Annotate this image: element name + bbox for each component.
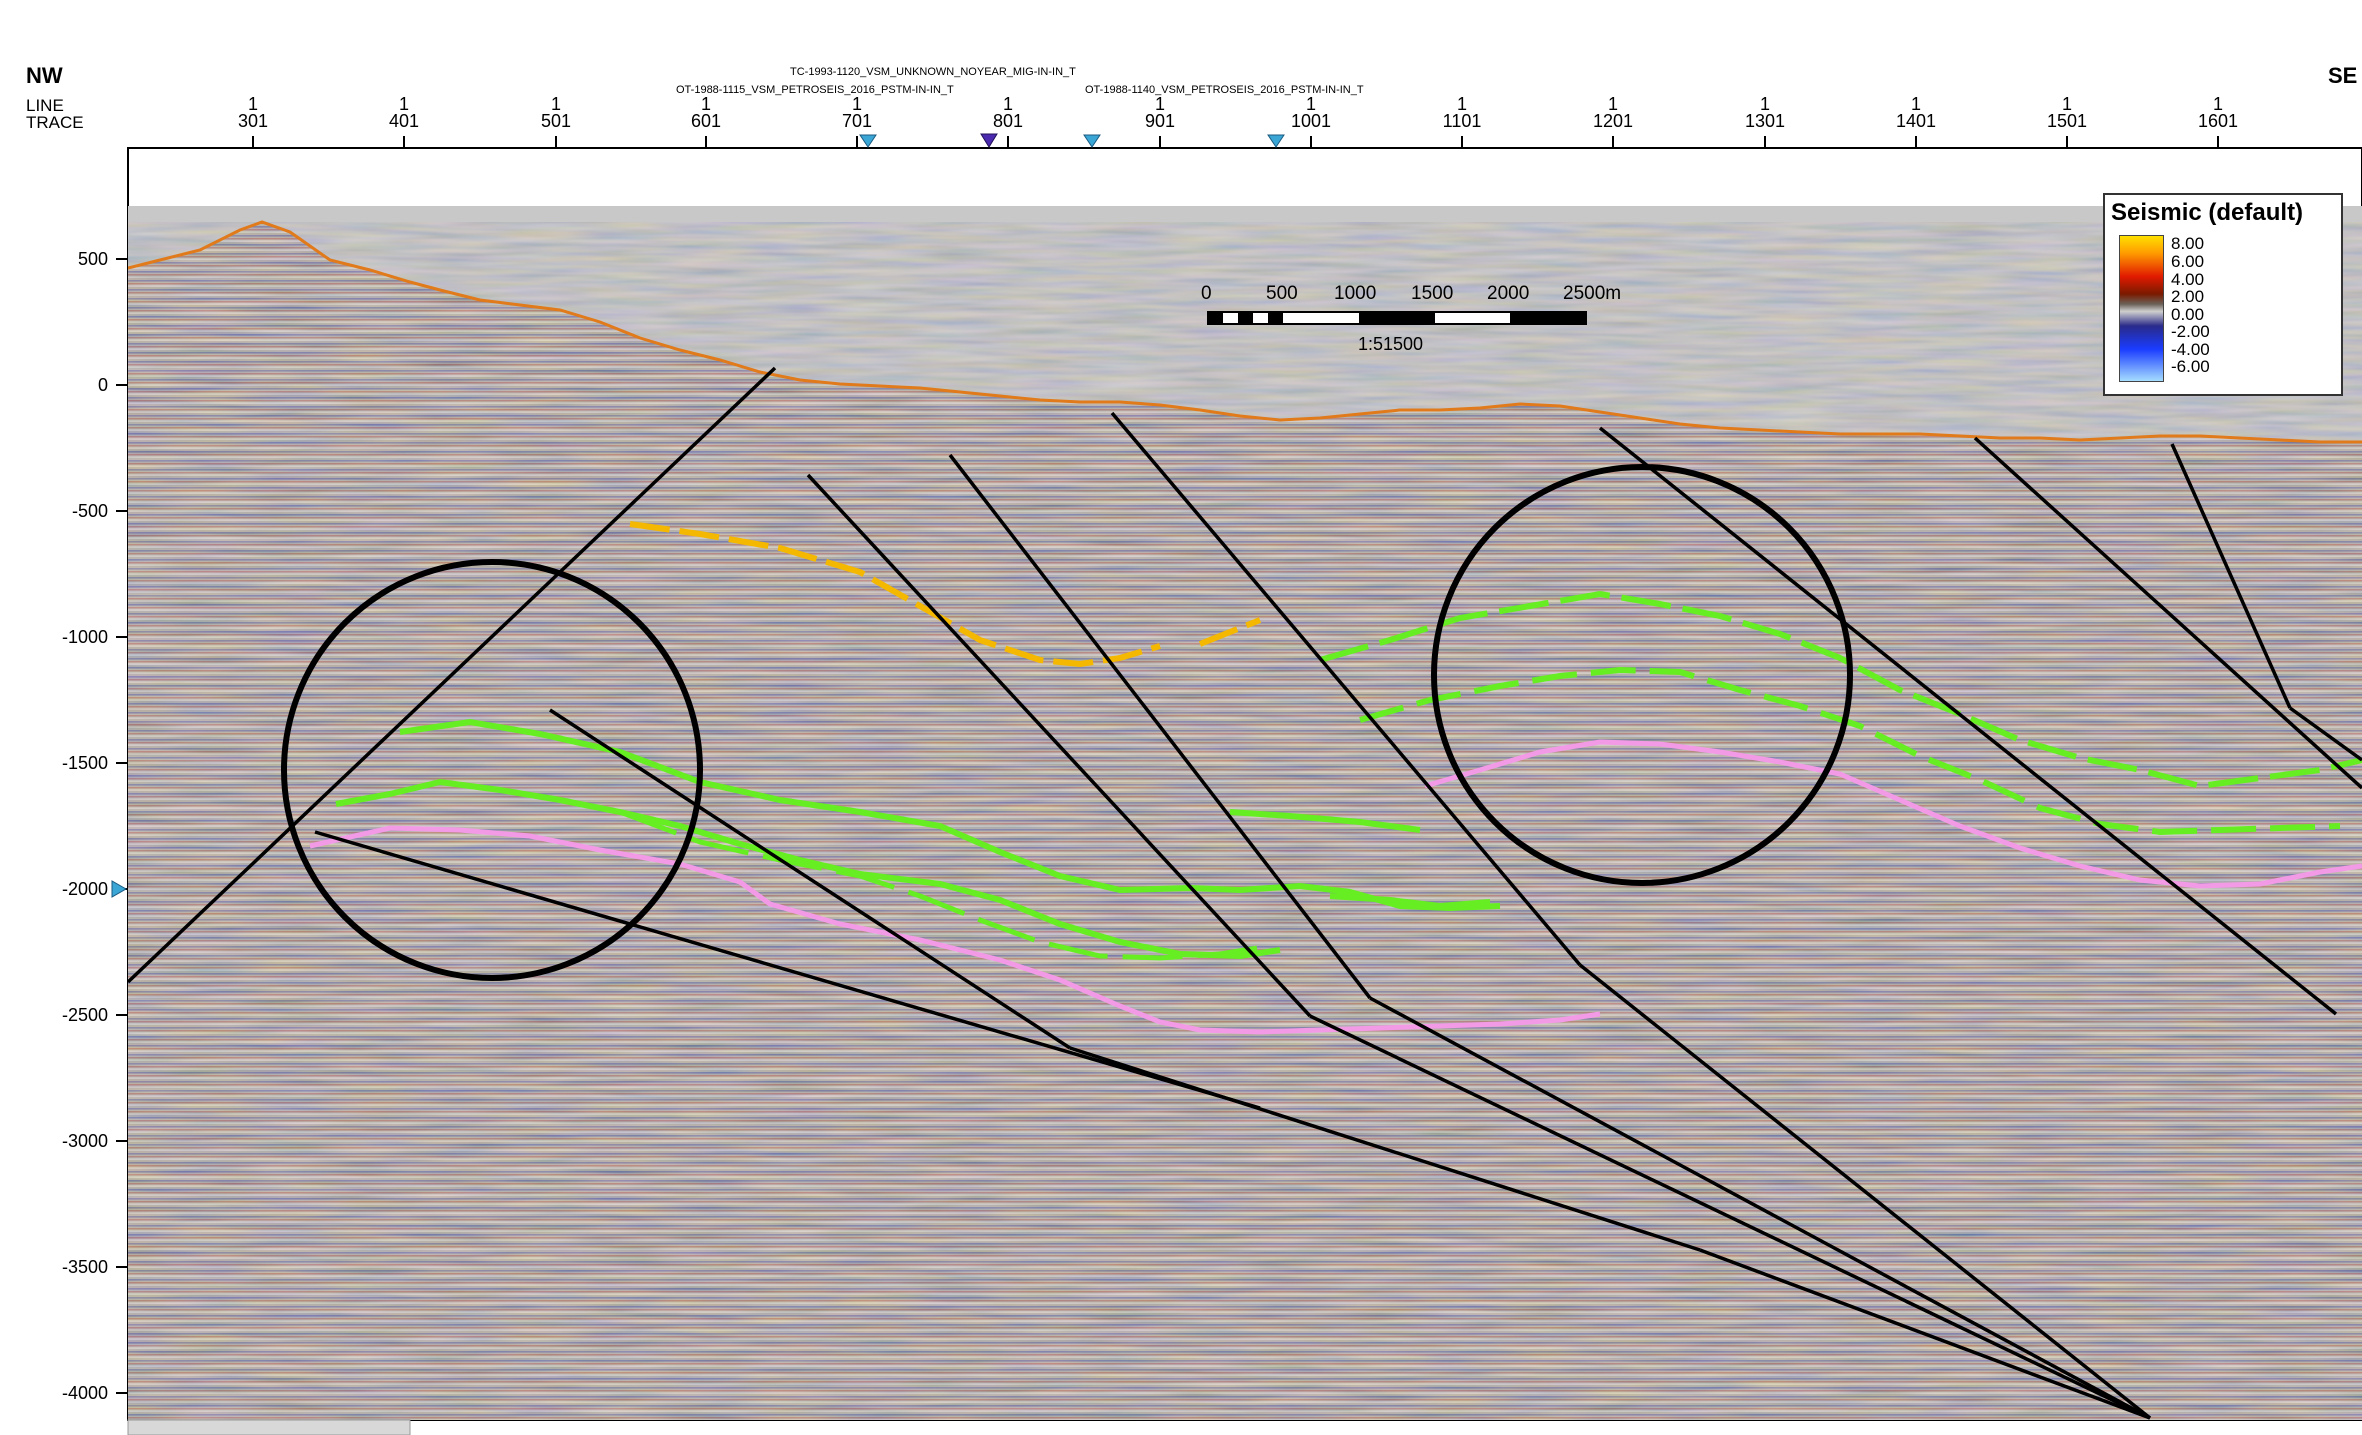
- depth-tick-label: -3500: [61, 1257, 108, 1277]
- scale-label: 1000: [1334, 283, 1377, 304]
- fault-3c: [1699, 1248, 2151, 1420]
- legend-value: 6.00: [2171, 252, 2205, 271]
- trace-label: 1 1601: [2197, 94, 2239, 131]
- annotation-circle-right: [1431, 464, 1853, 886]
- legend-value: 2.00: [2171, 287, 2205, 306]
- scale-label: 1500: [1411, 283, 1454, 304]
- trace-label: 1 1101: [1442, 94, 1482, 131]
- trace-label: 1 1501: [2046, 94, 2088, 131]
- legend-value: 4.00: [2171, 270, 2205, 289]
- line-axis-label: LINE: [26, 96, 64, 115]
- horizon-green-middle: [335, 778, 1281, 960]
- depth-tick-label: -1500: [61, 753, 108, 773]
- depth-tick-label: -1000: [61, 627, 108, 647]
- scale-label: 500: [1266, 283, 1298, 304]
- fault-7: [1598, 426, 2338, 1016]
- fault-4: [806, 473, 1312, 1018]
- intersection-marker: [980, 133, 998, 148]
- depth-tick-label: 500: [77, 249, 108, 269]
- scale-ratio: 1:51500: [1358, 334, 1424, 354]
- line-name-ot1988-1140: OT-1988-1140_VSM_PETROSEIS_2016_PSTM-IN-…: [1085, 84, 1364, 96]
- trace-label: 1 1001: [1290, 94, 1332, 131]
- trace-label: 1 1301: [1744, 94, 1786, 131]
- legend-title: Seismic (default): [2111, 199, 2304, 226]
- legend-value: -2.00: [2171, 322, 2210, 341]
- horizontal-scrollbar-thumb[interactable]: [127, 1419, 411, 1435]
- legend-colorbar: [2119, 235, 2164, 382]
- intersection-marker: [1083, 134, 1101, 148]
- scale-bar: [1207, 311, 1587, 325]
- fault-1: [128, 366, 777, 984]
- trace-label: 1 501: [540, 94, 572, 131]
- se-direction-label: SE: [2328, 63, 2358, 88]
- scale-label: 2000: [1487, 283, 1530, 304]
- fault-9b: [2288, 706, 2362, 762]
- scale-label: 0: [1201, 283, 1212, 304]
- fault-9: [2170, 443, 2292, 709]
- scale-label: 2500m: [1563, 283, 1622, 304]
- fault-lines: [128, 366, 2362, 1420]
- trace-label: 1 1201: [1592, 94, 1634, 131]
- depth-ticks: [116, 258, 128, 1394]
- fault-8: [1973, 436, 2362, 790]
- legend-value: -6.00: [2171, 357, 2210, 376]
- horizon-green-flat: [1229, 809, 1491, 910]
- line-name-ot1988-1115: OT-1988-1115_VSM_PETROSEIS_2016_PSTM-IN-…: [676, 84, 954, 96]
- trace-label: 1 901: [1144, 94, 1176, 131]
- trace-label: 1 601: [690, 94, 722, 131]
- fault-2: [314, 830, 1261, 1110]
- fault-3: [549, 708, 1071, 1050]
- depth-tick-label: -4000: [61, 1383, 108, 1403]
- depth-tick-label: -2500: [61, 1005, 108, 1025]
- trace-label: 1 401: [388, 94, 420, 131]
- fault-5: [948, 453, 1372, 1000]
- trace-label: 1 1401: [1895, 94, 1937, 131]
- horizon-yellow: [629, 521, 1262, 668]
- horizon-green-middle-right: [1359, 666, 2341, 836]
- legend-value: 0.00: [2171, 305, 2205, 324]
- trace-label: 1 701: [841, 94, 873, 131]
- trace-label: 1 801: [992, 94, 1024, 131]
- seismic-texture: [128, 222, 2362, 1420]
- line-name-tc1993-1120: TC-1993-1120_VSM_UNKNOWN_NOYEAR_MIG-IN-I…: [790, 66, 1076, 78]
- depth-tick-label: -3000: [61, 1131, 108, 1151]
- intersection-marker: [859, 134, 877, 148]
- trace-axis-label: TRACE: [26, 113, 84, 132]
- trace-label: 1 301: [237, 94, 269, 131]
- horizon-pink-right: [1424, 739, 2362, 889]
- depth-tick-label: 0: [97, 375, 108, 395]
- horizon-green-upper: [399, 718, 1501, 912]
- legend-value: -4.00: [2171, 340, 2210, 359]
- fault-5b: [1369, 996, 2151, 1420]
- horizon-green-upper-right: [1319, 590, 2362, 790]
- depth-marker: [111, 880, 128, 898]
- intersection-marker: [1267, 134, 1285, 148]
- nw-direction-label: NW: [26, 63, 63, 88]
- annotation-circle-left: [281, 559, 703, 981]
- fault-3b: [1069, 1046, 1701, 1252]
- color-legend: Seismic (default) 8.00 6.00 4.00 2.00 0.…: [2103, 193, 2343, 396]
- depth-tick-label: -500: [71, 501, 108, 521]
- legend-value: 8.00: [2171, 234, 2205, 253]
- horizon-green-lower: [619, 809, 1271, 961]
- horizon-pink-left: [309, 825, 1601, 1035]
- depth-tick-label: -2000: [61, 879, 108, 899]
- topography-line: [128, 220, 2362, 444]
- trace-ticks: [252, 136, 2219, 148]
- trace-axis: 1 301 1 401 1 501 1 601 1 701 1 801 1 901 1 1001…: [0, 94, 2362, 136]
- fault-6b: [1578, 963, 2152, 1420]
- fault-4b: [1309, 1014, 2151, 1420]
- fault-6: [1110, 411, 1582, 967]
